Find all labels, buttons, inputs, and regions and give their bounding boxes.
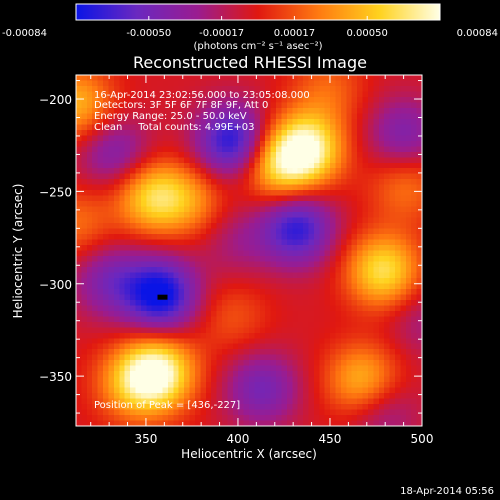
colorbar: -0.00084 -0.00050 -0.00017 0.00017 0.00050 0.…: [2, 3, 498, 52]
colorbar-gradient: [75, 3, 441, 21]
x-axis-label: Heliocentric X (arcsec): [181, 447, 317, 461]
peak-marker: [157, 294, 168, 300]
colorbar-unit-label: (photons cm⁻² s⁻¹ asec⁻²): [193, 41, 322, 52]
plot-frame: [75, 74, 423, 427]
info-block: 16-Apr-2014 23:02:56.000 to 23:05:08.000…: [94, 90, 310, 133]
heatmap-image: [76, 75, 422, 426]
colorbar-tick-label: 0.00050: [347, 28, 388, 39]
plot-area: 350 400 450 500 −200 −250 −300 −350 16-Apr-2014…: [39, 74, 433, 446]
info-total-counts: Clean Total counts: 4.99E+03: [94, 122, 254, 133]
y-tick-label: −200: [39, 93, 72, 107]
y-tick-label: −350: [39, 370, 72, 384]
colorbar-tick-label: 0.00017: [274, 28, 315, 39]
colorbar-tick-label: -0.00084: [2, 28, 47, 39]
x-tick-label: 350: [134, 432, 157, 446]
info-detectors: Detectors: 3F 5F 6F 7F 8F 9F, Att 0: [94, 100, 268, 111]
y-tick-label: −300: [39, 278, 72, 292]
info-time-range: 16-Apr-2014 23:02:56.000 to 23:05:08.000: [94, 90, 310, 101]
peak-position-label: Position of Peak = [436,-227]: [94, 400, 240, 411]
colorbar-tick-label: -0.00017: [199, 28, 244, 39]
y-tick-label: −250: [39, 185, 72, 199]
axis-ticks: 350 400 450 500 −200 −250 −300 −350: [39, 75, 433, 446]
x-tick-label: 450: [319, 432, 342, 446]
y-axis-label: Heliocentric Y (arcsec): [11, 184, 25, 319]
info-energy-range: Energy Range: 25.0 - 50.0 keV: [94, 111, 247, 122]
x-tick-label: 500: [411, 432, 434, 446]
colorbar-tick-label: -0.00050: [126, 28, 171, 39]
chart-title: Reconstructed RHESSI Image: [133, 53, 367, 72]
x-tick-label: 400: [227, 432, 250, 446]
footer-timestamp: 18-Apr-2014 05:56: [400, 486, 494, 497]
colorbar-ticks: -0.00084 -0.00050 -0.00017 0.00017 0.00050 0.…: [2, 16, 498, 39]
colorbar-tick-label: 0.00084: [457, 28, 498, 39]
